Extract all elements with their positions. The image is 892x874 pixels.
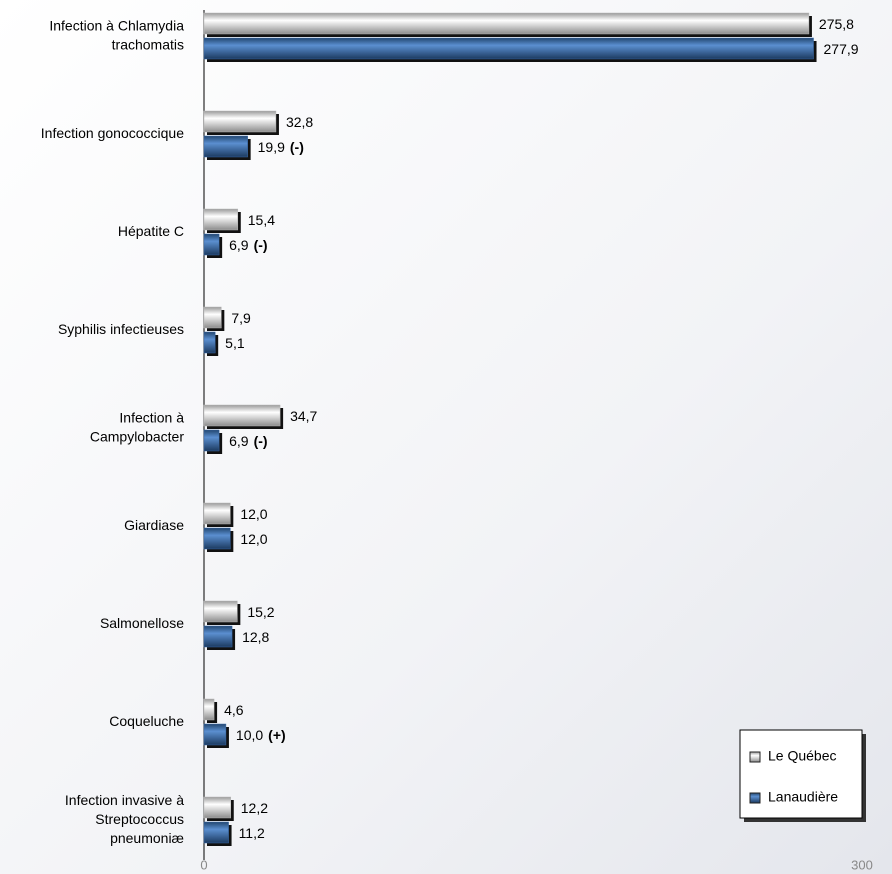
- bar: [203, 404, 281, 427]
- value-label: 5,1: [225, 335, 245, 351]
- value-label: 12,0: [240, 531, 267, 547]
- bar: [203, 625, 233, 648]
- bar: [203, 698, 215, 721]
- value-label: 19,9: [258, 139, 285, 155]
- y-tick-label: Syphilis infectieuses: [58, 321, 184, 337]
- y-tick-label: Coqueluche: [109, 713, 184, 729]
- bar: [203, 331, 216, 354]
- bar: [203, 723, 227, 746]
- bar: [203, 208, 239, 231]
- bar: [203, 233, 220, 256]
- significance-marker: (-): [254, 237, 268, 253]
- value-label: 277,9: [824, 41, 859, 57]
- bar: [203, 306, 222, 329]
- value-label: 12,2: [241, 800, 268, 816]
- y-tick-label: Salmonellose: [100, 615, 184, 631]
- y-tick-label-line: Infection invasive à: [65, 792, 184, 808]
- x-tick-label: 300: [851, 857, 873, 872]
- y-tick-label-line: trachomatis: [112, 36, 184, 52]
- value-label: 15,2: [247, 604, 274, 620]
- value-label: 4,6: [224, 702, 244, 718]
- y-tick-label: Hépatite C: [118, 223, 184, 239]
- value-label: 7,9: [231, 310, 251, 326]
- value-label: 10,0: [236, 727, 263, 743]
- legend-label: Le Québec: [768, 748, 837, 764]
- significance-marker: (-): [254, 433, 268, 449]
- bar: [203, 12, 810, 35]
- value-label: 6,9: [229, 433, 249, 449]
- bar: [203, 135, 248, 158]
- x-tick-label: 0: [200, 857, 207, 872]
- value-label: 11,2: [239, 825, 265, 841]
- legend-box: [739, 729, 863, 819]
- y-tick-label: Infection à Campylobacter: [90, 409, 184, 444]
- legend-swatch: [749, 792, 761, 804]
- y-tick-label-line: Syphilis infectieuses: [58, 321, 184, 337]
- y-tick-label-line: Streptococcus: [95, 811, 184, 827]
- value-label: 275,8: [819, 16, 854, 32]
- significance-marker: (+): [268, 727, 286, 743]
- bar: [203, 429, 220, 452]
- value-label: 15,4: [248, 212, 275, 228]
- legend: Le Québec Lanaudière: [739, 729, 866, 822]
- value-label: 34,7: [290, 408, 317, 424]
- bar: [203, 821, 229, 844]
- value-label: 12,0: [240, 506, 267, 522]
- y-tick-label-line: Infection gonococcique: [41, 125, 184, 141]
- bar: [203, 110, 277, 133]
- bar: [203, 37, 814, 60]
- y-tick-label: Giardiase: [124, 517, 184, 533]
- y-tick-label-line: Hépatite C: [118, 223, 184, 239]
- bar: [203, 502, 231, 525]
- value-label: 12,8: [242, 629, 269, 645]
- y-tick-label-line: Infection à: [119, 409, 184, 425]
- bar: [203, 527, 231, 550]
- y-tick-label-line: Infection à Chlamydia: [49, 17, 184, 33]
- y-tick-label-line: Salmonellose: [100, 615, 184, 631]
- value-label: 32,8: [286, 114, 313, 130]
- y-tick-label-line: Campylobacter: [90, 428, 184, 444]
- legend-label: Lanaudière: [768, 789, 838, 805]
- value-label: 6,9: [229, 237, 249, 253]
- y-tick-label: Infection invasive à Streptococcus pneumon…: [65, 792, 184, 846]
- legend-swatch: [749, 751, 761, 763]
- y-tick-label-line: Coqueluche: [109, 713, 184, 729]
- y-tick-label-line: Giardiase: [124, 517, 184, 533]
- y-tick-label: Infection gonococcique: [41, 125, 184, 141]
- bar: [203, 600, 238, 623]
- y-tick-label-line: pneumoniæ: [110, 830, 184, 846]
- y-tick-label: Infection à Chlamydia trachomatis: [49, 17, 184, 52]
- significance-marker: (-): [290, 139, 304, 155]
- bar: [203, 796, 232, 819]
